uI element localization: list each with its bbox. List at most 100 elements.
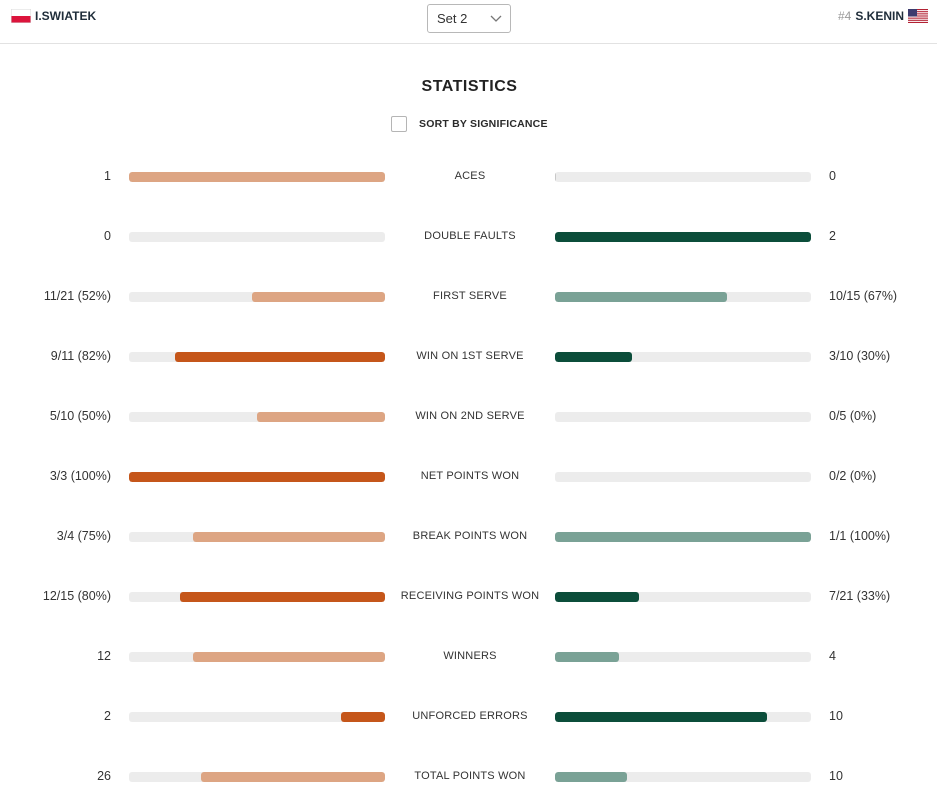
stat-row: 3/3 (100%) NET POINTS WON 0/2 (0%) xyxy=(0,467,942,487)
left-bar-fill xyxy=(251,292,385,302)
right-bar-track xyxy=(555,772,811,782)
right-bar-track xyxy=(555,712,811,722)
left-bar-track xyxy=(129,712,385,722)
chevron-down-icon xyxy=(490,15,502,22)
right-player-seed: #4 xyxy=(837,9,852,23)
stat-label: TOTAL POINTS WON xyxy=(414,770,526,782)
right-value: 10/15 (67%) xyxy=(829,289,898,303)
right-bar-track xyxy=(555,232,811,242)
left-player: I.SWIATEK xyxy=(11,9,96,23)
right-bar-track xyxy=(555,352,811,362)
left-bar-fill xyxy=(175,352,385,362)
sort-by-significance[interactable]: SORT BY SIGNIFICANCE xyxy=(391,116,548,132)
stat-row: 11/21 (52%) FIRST SERVE 10/15 (67%) xyxy=(0,287,942,307)
stat-row: 12 WINNERS 4 xyxy=(0,647,942,667)
right-value: 0/5 (0%) xyxy=(829,409,877,423)
right-bar-fill xyxy=(555,292,727,302)
usa-flag-icon xyxy=(908,9,928,23)
left-bar-track xyxy=(129,532,385,542)
right-value: 1/1 (100%) xyxy=(829,529,891,543)
right-bar-fill xyxy=(555,772,627,782)
stat-row: 26 TOTAL POINTS WON 10 xyxy=(0,767,942,787)
stat-label: DOUBLE FAULTS xyxy=(424,230,516,242)
stat-row: 2 UNFORCED ERRORS 10 xyxy=(0,707,942,727)
left-value: 12/15 (80%) xyxy=(42,589,111,603)
right-bar-track xyxy=(555,412,811,422)
stat-row: 1 ACES 0 xyxy=(0,167,942,187)
left-player-name: I.SWIATEK xyxy=(35,9,97,23)
stat-label: RECEIVING POINTS WON xyxy=(400,590,540,602)
left-value: 9/11 (82%) xyxy=(50,349,111,363)
right-value: 3/10 (30%) xyxy=(829,349,891,363)
sort-label: SORT BY SIGNIFICANCE xyxy=(419,118,548,130)
left-value: 12 xyxy=(97,649,111,663)
right-player: #4 S.KENIN xyxy=(838,9,928,23)
stat-row: 9/11 (82%) WIN ON 1ST SERVE 3/10 (30%) xyxy=(0,347,942,367)
stat-label: UNFORCED ERRORS xyxy=(412,710,528,722)
poland-flag-icon xyxy=(11,9,31,23)
stat-row: 3/4 (75%) BREAK POINTS WON 1/1 (100%) xyxy=(0,527,942,547)
left-bar-fill xyxy=(193,652,385,662)
left-bar-fill xyxy=(200,772,385,782)
right-value: 10 xyxy=(829,709,843,723)
left-bar-track xyxy=(129,412,385,422)
right-bar-track xyxy=(555,292,811,302)
match-header: I.SWIATEK Set 2 #4 S.KENIN xyxy=(0,0,937,44)
right-bar-fill xyxy=(555,652,619,662)
left-bar-track xyxy=(129,232,385,242)
left-bar-fill xyxy=(341,712,385,722)
stat-label: NET POINTS WON xyxy=(420,470,520,482)
right-value: 0/2 (0%) xyxy=(829,469,877,483)
left-bar-fill xyxy=(257,412,385,422)
left-bar-track xyxy=(129,472,385,482)
left-value: 11/21 (52%) xyxy=(43,289,111,303)
left-value: 2 xyxy=(104,709,111,723)
statistics-title: STATISTICS xyxy=(421,78,518,95)
right-bar-track xyxy=(555,532,811,542)
left-bar-track xyxy=(129,292,385,302)
right-bar-fill xyxy=(555,352,632,362)
left-bar-fill xyxy=(129,172,385,182)
right-bar-track xyxy=(555,592,811,602)
sort-checkbox[interactable] xyxy=(391,116,407,132)
right-bar-fill xyxy=(555,712,768,722)
right-bar-track xyxy=(555,472,811,482)
stat-label: BREAK POINTS WON xyxy=(412,530,528,542)
set-selector[interactable]: Set 2 xyxy=(427,4,511,33)
right-value: 4 xyxy=(829,649,836,663)
stat-row: 5/10 (50%) WIN ON 2ND SERVE 0/5 (0%) xyxy=(0,407,942,427)
left-value: 26 xyxy=(97,769,111,783)
left-bar-track xyxy=(129,652,385,662)
stat-row: 12/15 (80%) RECEIVING POINTS WON 7/21 (33%… xyxy=(0,587,942,607)
left-value: 3/3 (100%) xyxy=(49,469,111,483)
right-value: 10 xyxy=(829,769,843,783)
left-bar-fill xyxy=(129,472,385,482)
left-bar-track xyxy=(129,352,385,362)
stat-label: WIN ON 2ND SERVE xyxy=(415,410,525,422)
left-value: 0 xyxy=(104,229,111,243)
left-value: 1 xyxy=(104,169,111,183)
stat-row: 0 DOUBLE FAULTS 2 xyxy=(0,227,942,247)
right-value: 0 xyxy=(829,169,836,183)
right-bar-track xyxy=(555,172,811,182)
right-value: 2 xyxy=(829,229,836,243)
set-selector-value: Set 2 xyxy=(437,11,468,26)
right-bar-track xyxy=(555,652,811,662)
right-bar-fill xyxy=(555,172,556,182)
right-bar-fill xyxy=(555,592,640,602)
left-bar-track xyxy=(129,772,385,782)
left-bar-track xyxy=(129,172,385,182)
right-value: 7/21 (33%) xyxy=(829,589,891,603)
left-value: 5/10 (50%) xyxy=(49,409,111,423)
left-bar-fill xyxy=(193,532,385,542)
left-bar-track xyxy=(129,592,385,602)
stat-label: WINNERS xyxy=(443,650,497,662)
stat-label: ACES xyxy=(454,170,486,182)
right-bar-fill xyxy=(555,532,811,542)
left-bar-fill xyxy=(180,592,385,602)
stat-label: FIRST SERVE xyxy=(433,290,507,302)
right-player-name: S.KENIN xyxy=(855,9,904,23)
left-value: 3/4 (75%) xyxy=(56,529,111,543)
right-bar-fill xyxy=(555,232,811,242)
stat-label: WIN ON 1ST SERVE xyxy=(416,350,524,362)
